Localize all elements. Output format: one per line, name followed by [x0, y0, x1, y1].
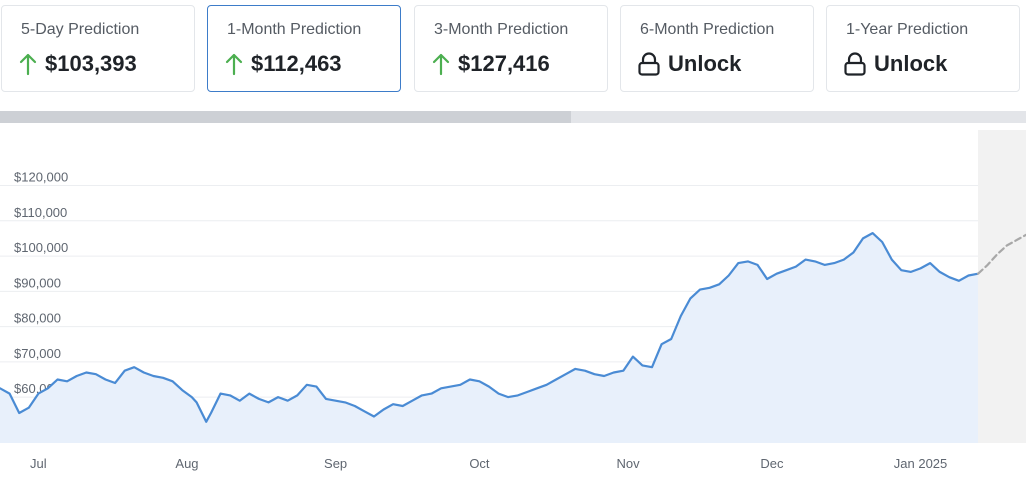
card-value: Unlock [668, 51, 742, 76]
arrow-up-icon [225, 53, 243, 76]
arrow-up-icon [19, 53, 37, 76]
card-value-row: $127,416 [432, 50, 550, 78]
prediction-card-5-day[interactable]: 5-Day Prediction $103,393 [1, 5, 195, 92]
y-tick-label: $90,000 [14, 275, 61, 290]
price-chart: $120,000 $110,000 $100,000 $90,000 $80,000 $7… [0, 130, 1026, 471]
range-scrollbar-thumb[interactable] [0, 111, 571, 123]
y-tick-label: $80,000 [14, 311, 61, 326]
history-line [0, 232, 980, 423]
prediction-card-1-month[interactable]: 1-Month Prediction $112,463 [207, 5, 401, 92]
y-tick-label: $110,000 [14, 205, 67, 220]
x-tick-label: Oct [469, 456, 490, 471]
x-tick-label: Jul [30, 456, 47, 471]
y-tick-label: $70,000 [14, 346, 61, 361]
card-value: Unlock [874, 51, 948, 76]
prediction-card-1-year[interactable]: 1-Year Prediction Unlock [826, 5, 1020, 92]
x-tick-label: Aug [175, 456, 198, 471]
card-value-row: Unlock [638, 50, 741, 78]
card-label: 5-Day Prediction [21, 21, 140, 38]
x-tick-label: Dec [760, 456, 784, 471]
card-value: $112,463 [251, 51, 342, 76]
x-tick-label: Nov [617, 456, 641, 471]
lock-icon [638, 52, 660, 76]
card-label: 3-Month Prediction [434, 21, 569, 38]
card-label: 1-Month Prediction [227, 21, 362, 38]
card-value: $103,393 [45, 51, 137, 76]
prediction-cards: 5-Day Prediction $103,393 1-Month Predic… [0, 5, 1026, 92]
y-tick-label: $100,000 [14, 240, 68, 255]
history-area [0, 233, 979, 443]
card-label: 1-Year Prediction [846, 21, 969, 38]
card-value-row: $103,393 [19, 50, 137, 78]
x-tick-label: Sep [324, 456, 347, 471]
prediction-card-3-month[interactable]: 3-Month Prediction $127,416 [414, 5, 608, 92]
card-label: 6-Month Prediction [640, 21, 775, 38]
forecast-line [977, 233, 1026, 275]
lock-icon [844, 52, 866, 76]
prediction-card-6-month[interactable]: 6-Month Prediction Unlock [620, 5, 814, 92]
card-value-row: $112,463 [225, 50, 342, 78]
arrow-up-icon [432, 53, 450, 76]
card-value-row: Unlock [844, 50, 947, 78]
y-tick-label: $120,000 [14, 170, 68, 185]
x-tick-label: Jan 2025 [894, 456, 948, 471]
range-scrollbar[interactable] [0, 111, 1026, 123]
forecast-zone [978, 130, 1026, 443]
card-value: $127,416 [458, 51, 550, 76]
